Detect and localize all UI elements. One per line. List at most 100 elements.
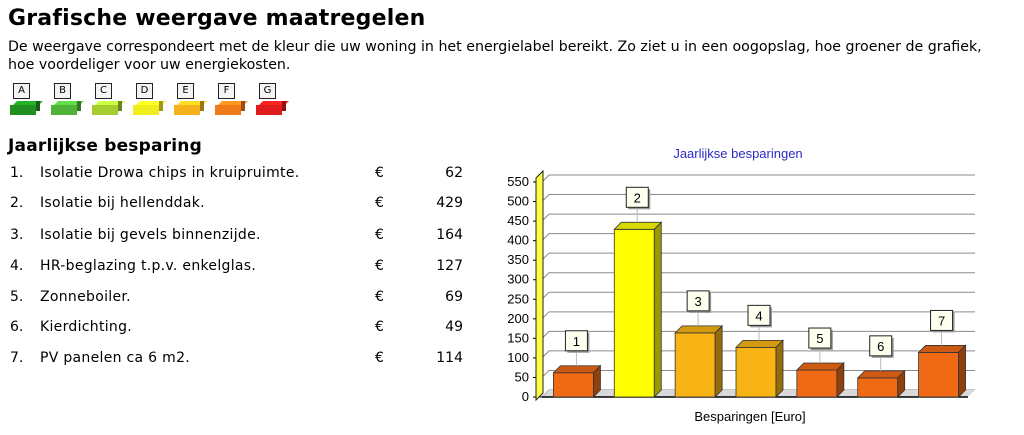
row-number: 5. (10, 289, 24, 305)
bar-side (958, 344, 966, 398)
energy-label-e: E (174, 83, 207, 117)
bar-category-box (625, 186, 649, 208)
savings-bar-chart: Jaarlijkse besparingen Besparingen [Euro… (507, 146, 975, 424)
energy-label-letter: F (218, 83, 235, 99)
bar-top (856, 370, 906, 379)
energy-label-block-side (77, 101, 81, 111)
savings-amount: 49 (445, 319, 463, 335)
energy-label-block (215, 105, 241, 115)
grid-line (541, 213, 975, 222)
measure-label: HR-beglazing t.p.v. enkelglas. (40, 258, 257, 274)
row-number: 4. (10, 258, 24, 274)
savings-amount: 114 (436, 350, 463, 366)
energy-label-letter: C (95, 83, 112, 99)
bar (674, 332, 716, 398)
y-tick-label: 250 (507, 291, 529, 306)
measure-label: Isolatie bij gevels binnenzijde. (40, 227, 261, 243)
energy-label-block (256, 105, 282, 115)
energy-label-b: B (51, 83, 84, 117)
grid-line (541, 252, 975, 261)
bar-side (653, 221, 662, 398)
energy-label-c: C (92, 83, 125, 117)
y-tick-label: 150 (507, 330, 529, 345)
energy-label-letter: E (177, 83, 194, 99)
bar-top (795, 362, 845, 371)
energy-label-block (133, 105, 159, 115)
row-number: 7. (10, 350, 24, 366)
energy-label-a: A (10, 83, 43, 117)
page-title: Grafische weergave maatregelen (8, 6, 426, 31)
currency-symbol: € (375, 350, 384, 366)
energy-label-block (51, 105, 77, 115)
savings-amount: 127 (436, 258, 463, 274)
energy-label-block-side (200, 101, 204, 111)
bar (553, 372, 594, 398)
bar-category-box (869, 335, 893, 357)
energy-label-letter: D (136, 83, 153, 99)
row-number: 6. (10, 319, 24, 335)
bar-top (552, 365, 602, 374)
chart-bars: 1 2 3 4 5 6 7 (552, 186, 967, 398)
y-tick-label: 200 (507, 311, 529, 326)
bar-category-label: 7 (938, 313, 945, 328)
grid-line (541, 350, 975, 359)
bar-side (593, 364, 601, 398)
currency-symbol: € (375, 195, 384, 211)
y-tick-label: 0 (522, 389, 529, 404)
y-tick-label: 550 (507, 174, 529, 189)
y-tick-label: 50 (515, 369, 529, 384)
measure-label: PV panelen ca 6 m2. (40, 350, 191, 366)
energy-label-block-side (36, 101, 40, 111)
currency-symbol: € (375, 319, 384, 335)
bar (613, 228, 655, 398)
bar (796, 369, 838, 398)
currency-symbol: € (375, 289, 384, 305)
y-axis-wall (535, 169, 544, 402)
bar-category-label: 5 (816, 331, 823, 346)
energy-label-block-side (282, 101, 286, 111)
y-tick-label: 400 (507, 233, 529, 248)
currency-symbol: € (375, 227, 384, 243)
bar-category-label: 6 (877, 339, 884, 354)
bar-category-box (808, 327, 832, 349)
row-number: 2. (10, 195, 24, 211)
energy-label-letter: B (54, 83, 71, 99)
measure-label: Zonneboiler. (40, 289, 131, 305)
bar (857, 377, 899, 398)
energy-label-block (92, 105, 118, 115)
energy-label-block (174, 105, 200, 115)
energy-label-g: G (256, 83, 289, 117)
y-tick-label: 300 (507, 272, 529, 287)
bar-side (897, 369, 906, 398)
savings-amount: 164 (436, 227, 463, 243)
y-tick-label: 350 (507, 252, 529, 267)
bar-side (836, 362, 845, 398)
bar-top (735, 339, 784, 348)
energy-label-f: F (215, 83, 248, 117)
bar-side (775, 339, 784, 398)
bar-side (714, 324, 723, 398)
energy-label-letter: A (13, 83, 30, 99)
grid-line (541, 330, 975, 339)
bar (918, 352, 959, 398)
y-tick-label: 450 (507, 213, 529, 228)
bar-top (674, 325, 724, 334)
x-axis-label: Besparingen [Euro] (694, 409, 805, 424)
y-tick-label: 500 (507, 194, 529, 209)
grid-line (541, 272, 975, 281)
grid-line (541, 291, 975, 300)
energy-label-block-side (241, 101, 245, 111)
energy-label-block-side (159, 101, 163, 111)
grid-line (541, 194, 975, 202)
bar-top (613, 221, 663, 230)
chart-grid (541, 174, 975, 398)
bar-category-box (686, 290, 710, 312)
savings-amount: 62 (445, 165, 463, 181)
bar-category-label: 1 (573, 334, 580, 349)
measure-label: Kierdichting. (40, 319, 133, 335)
y-tick-label: 100 (507, 350, 529, 365)
savings-amount: 69 (445, 289, 463, 305)
row-number: 3. (10, 227, 24, 243)
currency-symbol: € (375, 165, 384, 181)
measure-label: Isolatie Drowa chips in kruipruimte. (40, 165, 300, 181)
